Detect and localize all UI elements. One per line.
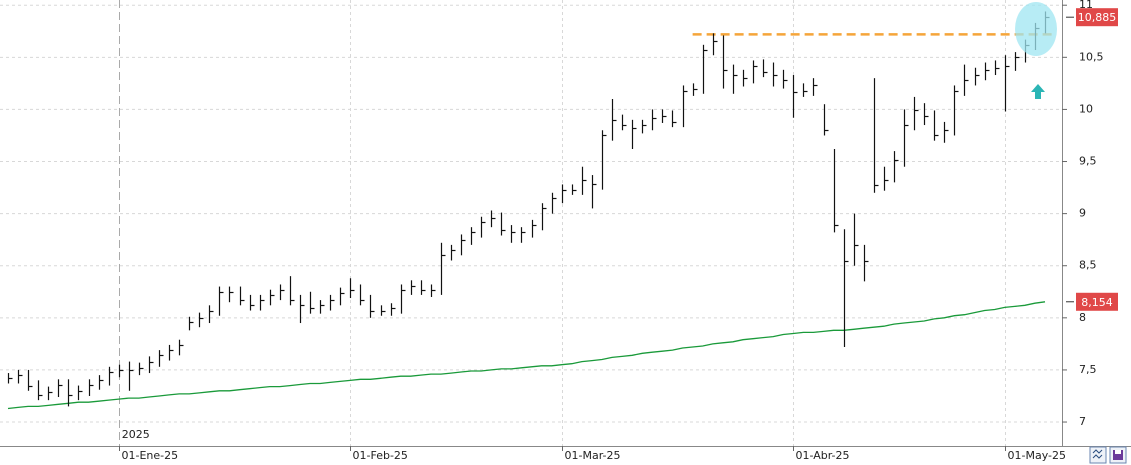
marks — [7, 11, 1055, 410]
annotation: 2025 — [122, 428, 150, 441]
x-tick-label: 01-May-25 — [1008, 449, 1066, 462]
last-ma-tag-label: 8,154 — [1081, 296, 1113, 309]
save-icon — [1113, 450, 1123, 460]
x-tick-label: 01-Mar-25 — [565, 449, 621, 462]
x-tick-label: 01-Feb-25 — [353, 449, 408, 462]
save-icon-label — [1115, 450, 1121, 454]
last-ma-tag — [1076, 292, 1118, 311]
y-tick-label: 7,5 — [1079, 363, 1097, 376]
toolbar — [1089, 446, 1127, 464]
zoom-button[interactable] — [1089, 446, 1107, 464]
moving-average-line — [7, 301, 1046, 410]
y-tick-label: 10 — [1079, 102, 1093, 115]
last-price-tag — [1076, 8, 1118, 27]
y-tick-label: 9,5 — [1079, 155, 1097, 168]
labels: 7 7,5 8 8,5 9 9,5 10 10,5 11 01-Ene-25 01-Feb-25 01… — [122, 0, 1118, 462]
last-price-tag-label: 10,885 — [1078, 11, 1117, 24]
grid — [0, 0, 1067, 451]
y-tick-label: 9 — [1079, 207, 1086, 220]
y-tick-label: 8 — [1079, 311, 1086, 324]
x-tick-label: 01-Ene-25 — [122, 449, 179, 462]
y-tick-label: 10,5 — [1079, 50, 1104, 63]
y-tick-label: 7 — [1079, 415, 1086, 428]
up-arrow — [1031, 84, 1045, 99]
x-tick-label: 01-Abr-25 — [796, 449, 850, 462]
zoom-icon — [1092, 449, 1103, 459]
y-tick-label: 8,5 — [1079, 259, 1097, 272]
y-tick-label: 11 — [1079, 0, 1093, 11]
highlight-circle — [1015, 2, 1057, 56]
